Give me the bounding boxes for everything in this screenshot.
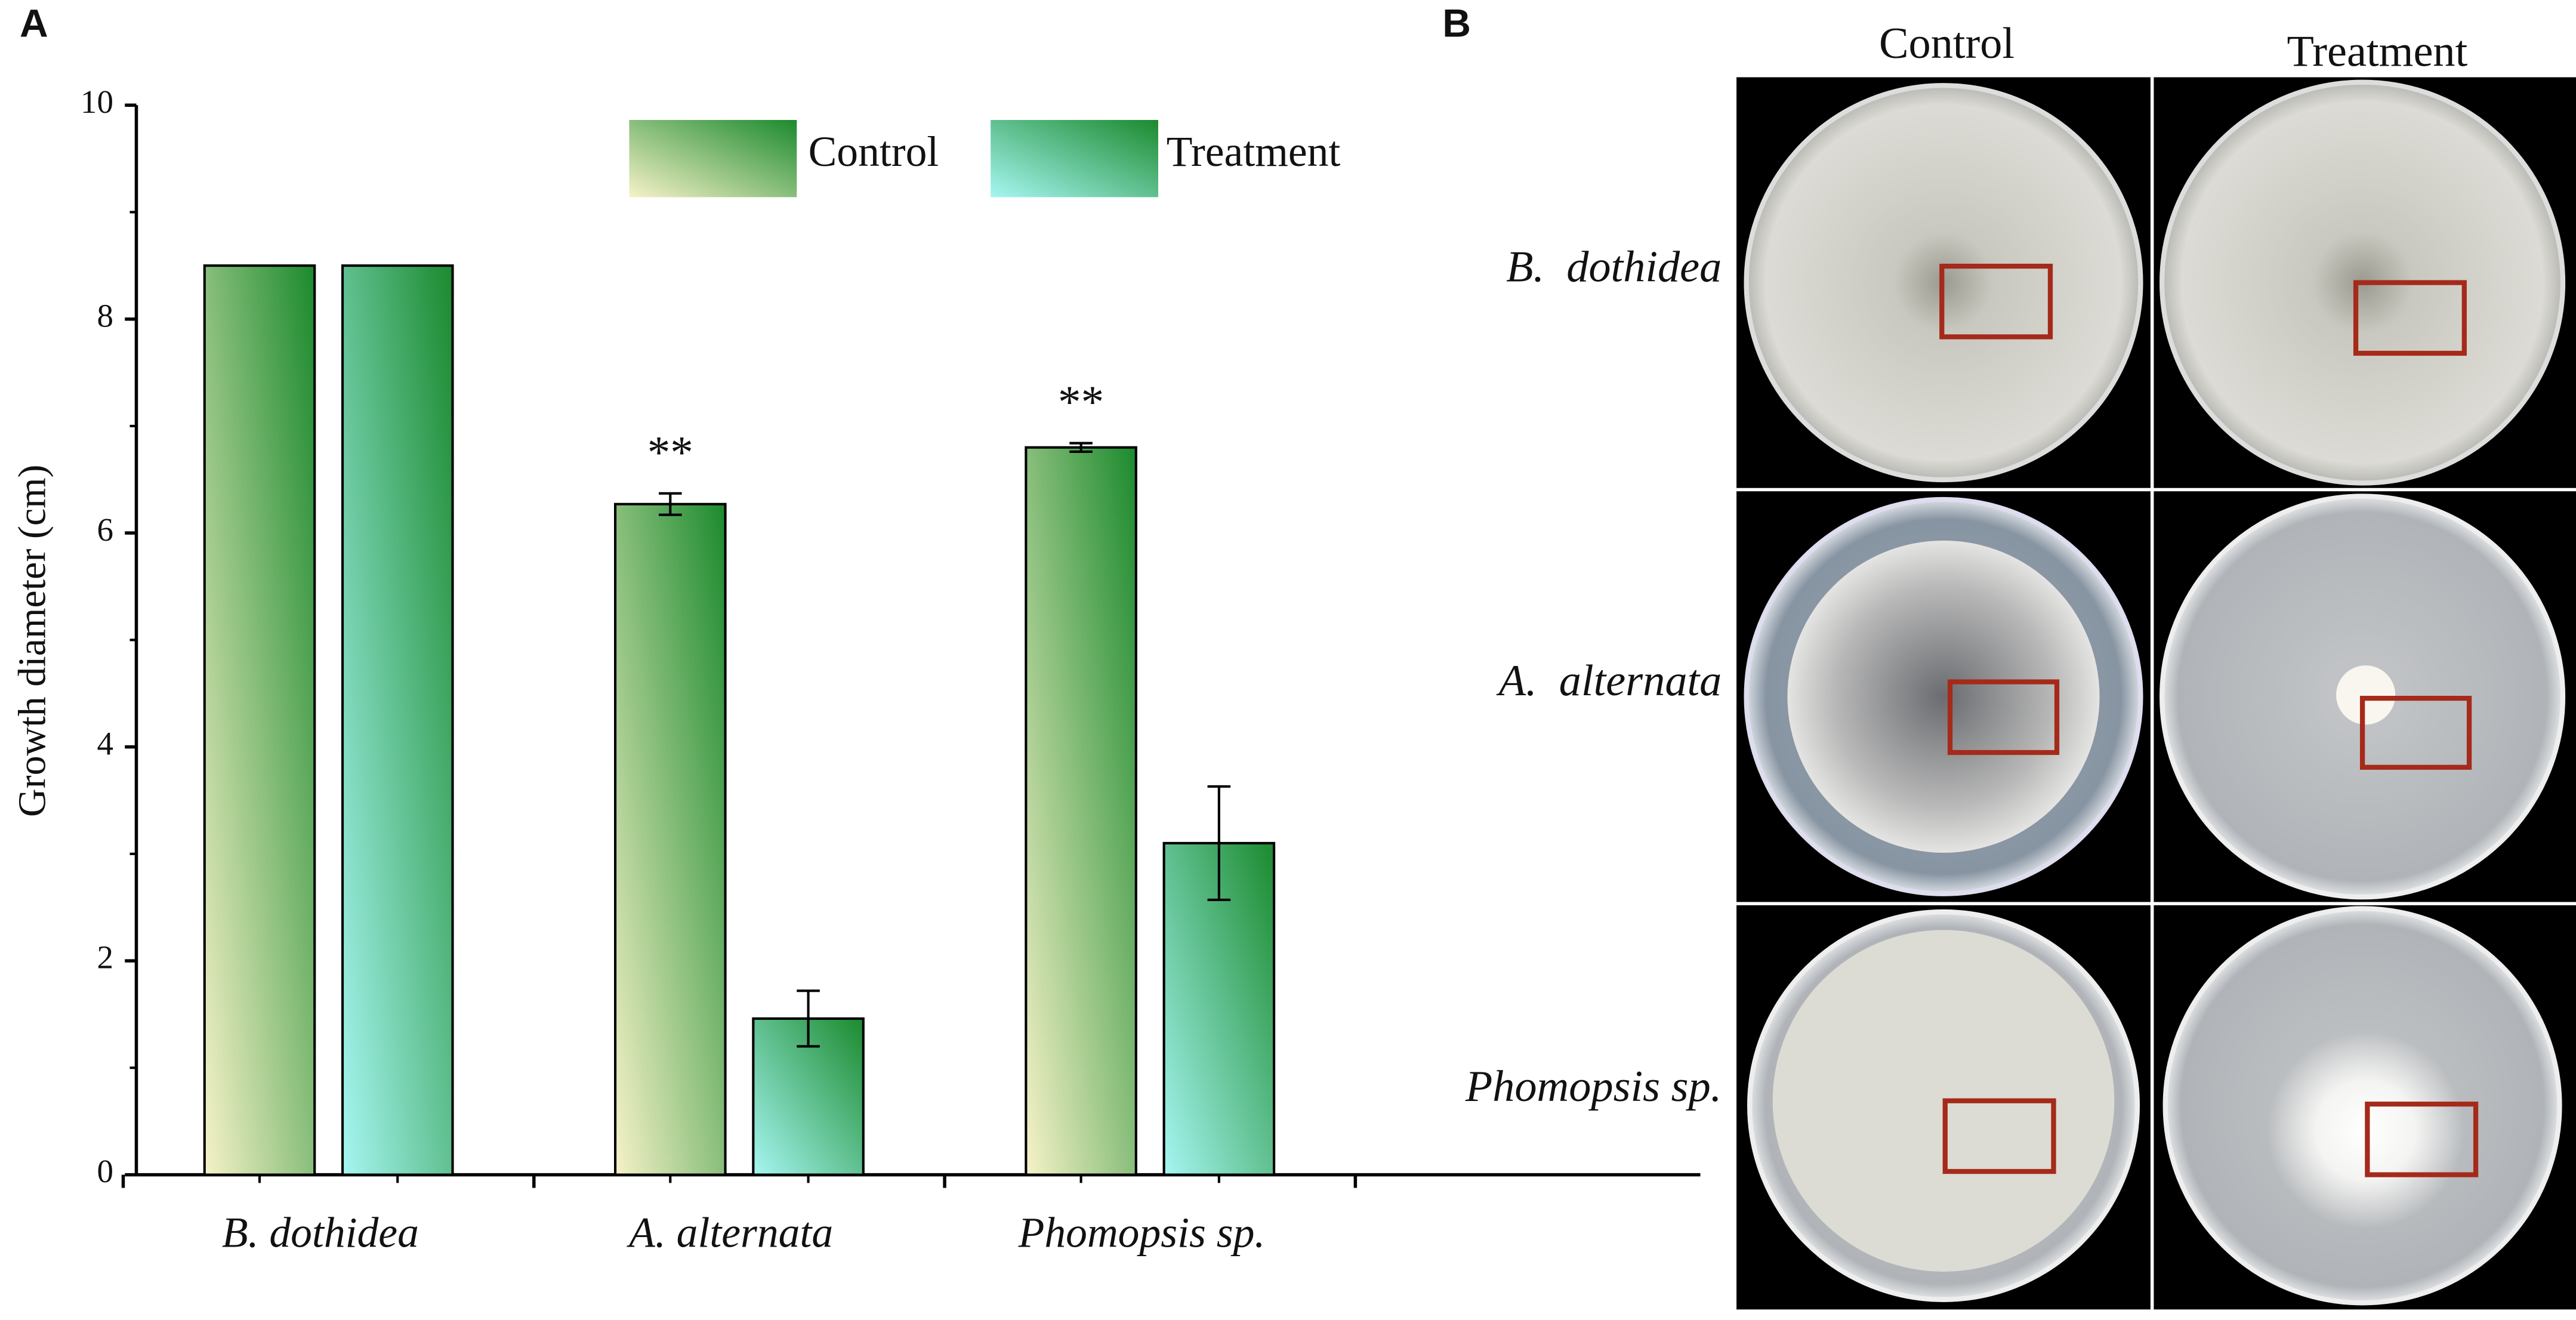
x-tick-label: B. dothidea <box>222 1210 419 1257</box>
highlight-box <box>2353 280 2467 356</box>
bar <box>341 264 454 1176</box>
bar <box>1025 446 1137 1176</box>
legend-swatch <box>629 120 797 198</box>
panel-label: B <box>1442 2 1471 46</box>
error-bar <box>1207 785 1231 902</box>
y-tick-label: 2 <box>97 939 113 976</box>
highlight-boxes <box>1939 263 2479 1177</box>
bar <box>614 502 727 1176</box>
highlight-box <box>1947 679 2060 755</box>
highlight-box <box>2359 696 2472 770</box>
error-bar <box>1069 442 1093 454</box>
legend-label: Treatment <box>1167 128 1341 175</box>
bar <box>203 264 316 1176</box>
photo-grid <box>1736 77 2576 1310</box>
legend-label: Control <box>809 128 939 175</box>
row-label: A. alternata <box>1496 656 1722 705</box>
highlight-box <box>1942 1098 2056 1174</box>
panel-label: A <box>20 2 48 46</box>
colony <box>2336 665 2396 725</box>
x-tick-label: A. alternata <box>627 1210 833 1257</box>
highlight-box <box>2365 1102 2479 1177</box>
highlight-box <box>1939 263 2053 340</box>
legend-swatch <box>991 120 1158 198</box>
y-tick-label: 6 <box>97 511 113 548</box>
row-label: B. dothidea <box>1506 242 1722 291</box>
column-label: Treatment <box>2287 27 2467 76</box>
column-label: Control <box>1879 19 2014 68</box>
error-bar <box>659 492 682 516</box>
error-bar <box>797 989 820 1048</box>
x-tick-label: Phomopsis sp. <box>1018 1210 1266 1257</box>
y-tick-label: 0 <box>97 1153 113 1189</box>
row-label: Phomopsis sp. <box>1465 1062 1722 1111</box>
y-tick-label: 10 <box>81 84 113 120</box>
y-tick-label: 4 <box>97 725 113 761</box>
significance: ** <box>1058 377 1104 428</box>
colony <box>1787 540 2100 853</box>
y-tick-label: 8 <box>97 297 113 334</box>
y-axis-title: Growth diameter (cm) <box>11 464 54 817</box>
significance: ** <box>647 427 693 478</box>
